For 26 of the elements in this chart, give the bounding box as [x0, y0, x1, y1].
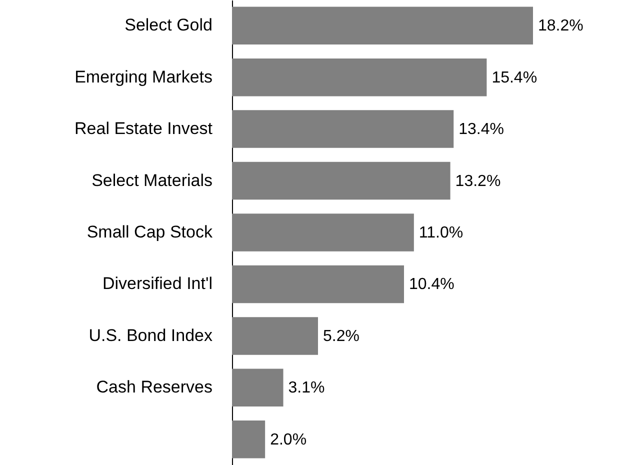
y-tick-label: Diversified Int'l — [102, 274, 212, 294]
data-label: 5.2% — [323, 328, 360, 345]
data-label: 18.2% — [538, 18, 584, 35]
y-tick-label: Select Gold — [124, 16, 212, 35]
bar — [232, 368, 284, 407]
data-label: 11.0% — [418, 224, 464, 242]
data-label: 3.1% — [288, 380, 325, 397]
y-tick-label: Small Cap Stock — [86, 222, 213, 242]
bar — [232, 317, 318, 355]
y-tick-label: Cash Reserves — [96, 378, 212, 397]
bar — [232, 58, 487, 96]
bar — [232, 162, 450, 200]
y-tick-label: Emerging Markets — [74, 67, 212, 86]
y-tick-label: Real Estate Invest — [74, 119, 213, 138]
data-label: 13.4% — [458, 121, 504, 138]
bar — [232, 420, 266, 458]
bar — [232, 214, 414, 252]
data-label: 13.2% — [455, 172, 501, 190]
data-label: 15.4% — [492, 69, 538, 86]
bar — [232, 6, 533, 44]
bar — [232, 110, 454, 148]
y-tick-label: U.S. Bond Index — [88, 326, 213, 345]
data-label: 2.0% — [270, 431, 307, 448]
y-tick-label: Select Materials — [92, 170, 212, 190]
bar — [232, 265, 404, 304]
data-label: 10.4% — [409, 276, 454, 294]
